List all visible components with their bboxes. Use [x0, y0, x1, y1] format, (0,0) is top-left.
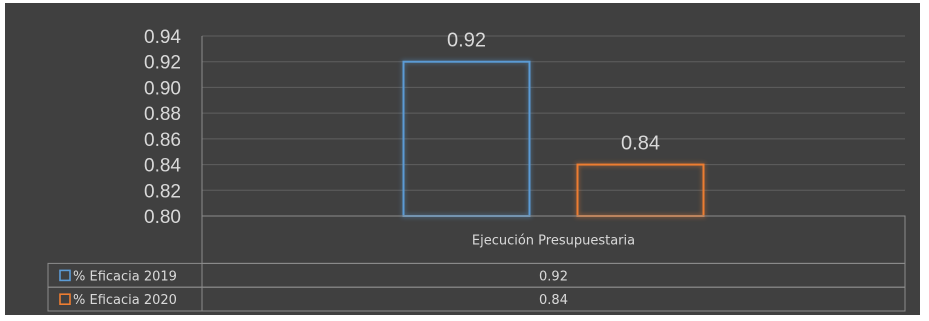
y-tick-label: 0.94 — [144, 27, 181, 48]
chart-container: 0.94 0.92 0.90 0.88 0.86 0.84 0.82 0.80 0.92 0.8… — [5, 3, 920, 315]
legend-label: % Eficacia 2020 — [73, 293, 177, 308]
legend-label: % Eficacia 2019 — [73, 269, 177, 284]
legend-swatch — [59, 269, 71, 282]
data-label: 0.84 — [621, 133, 660, 155]
y-tick-label: 0.84 — [144, 156, 181, 177]
y-tick-label: 0.88 — [144, 104, 181, 125]
bar-chart: 0.94 0.92 0.90 0.88 0.86 0.84 0.82 0.80 0.92 0.8… — [47, 27, 906, 312]
y-tick-label: 0.86 — [144, 130, 181, 151]
legend-swatch — [59, 293, 71, 306]
value-cell — [201, 286, 906, 312]
y-tick-label: 0.92 — [144, 53, 181, 74]
table-value: 0.92 — [539, 269, 568, 284]
y-tick-label: 0.90 — [144, 78, 181, 99]
category-label: Ejecución Presupuestaria — [472, 234, 635, 249]
table-value: 0.84 — [539, 293, 568, 308]
data-label: 0.92 — [447, 30, 486, 52]
y-tick-label: 0.80 — [144, 207, 181, 228]
y-tick-label: 0.82 — [144, 181, 181, 202]
